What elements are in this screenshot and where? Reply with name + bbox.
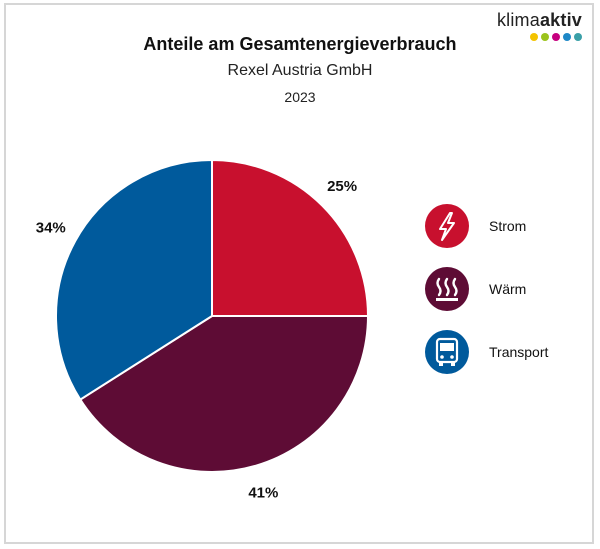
legend-label: Wärm	[489, 281, 527, 297]
pie-slice-strom	[211, 158, 370, 317]
logo-dots	[472, 33, 582, 41]
lightning-icon	[425, 204, 469, 248]
klimaaktiv-logo: klimaaktiv	[472, 10, 582, 41]
chart-title: Anteile am Gesamtenergieverbrauch	[143, 34, 457, 54]
legend-label: Strom	[489, 218, 527, 234]
legend-label: Transport	[489, 344, 549, 360]
legend: Strom Wärm Transport	[425, 202, 548, 391]
heat-icon	[425, 267, 469, 311]
legend-item-transport: Transport	[425, 328, 548, 376]
chart-year: 2023	[284, 89, 316, 105]
pie-slice-transport	[55, 158, 213, 401]
logo-dot	[563, 33, 571, 41]
bus-icon	[425, 330, 469, 374]
legend-item-strom: Strom	[425, 202, 548, 250]
data-label-w-rm: 41%	[248, 485, 278, 502]
data-label-transport: 34%	[36, 219, 66, 236]
logo-dot	[574, 33, 582, 41]
chart-subtitle: Rexel Austria GmbH	[227, 62, 373, 79]
logo-dot	[530, 33, 538, 41]
logo-text: klimaaktiv	[496, 10, 582, 30]
data-label-strom: 25%	[327, 178, 357, 195]
logo-dot	[552, 33, 560, 41]
logo-dot	[541, 33, 549, 41]
legend-item-w-rm: Wärm	[425, 265, 548, 313]
